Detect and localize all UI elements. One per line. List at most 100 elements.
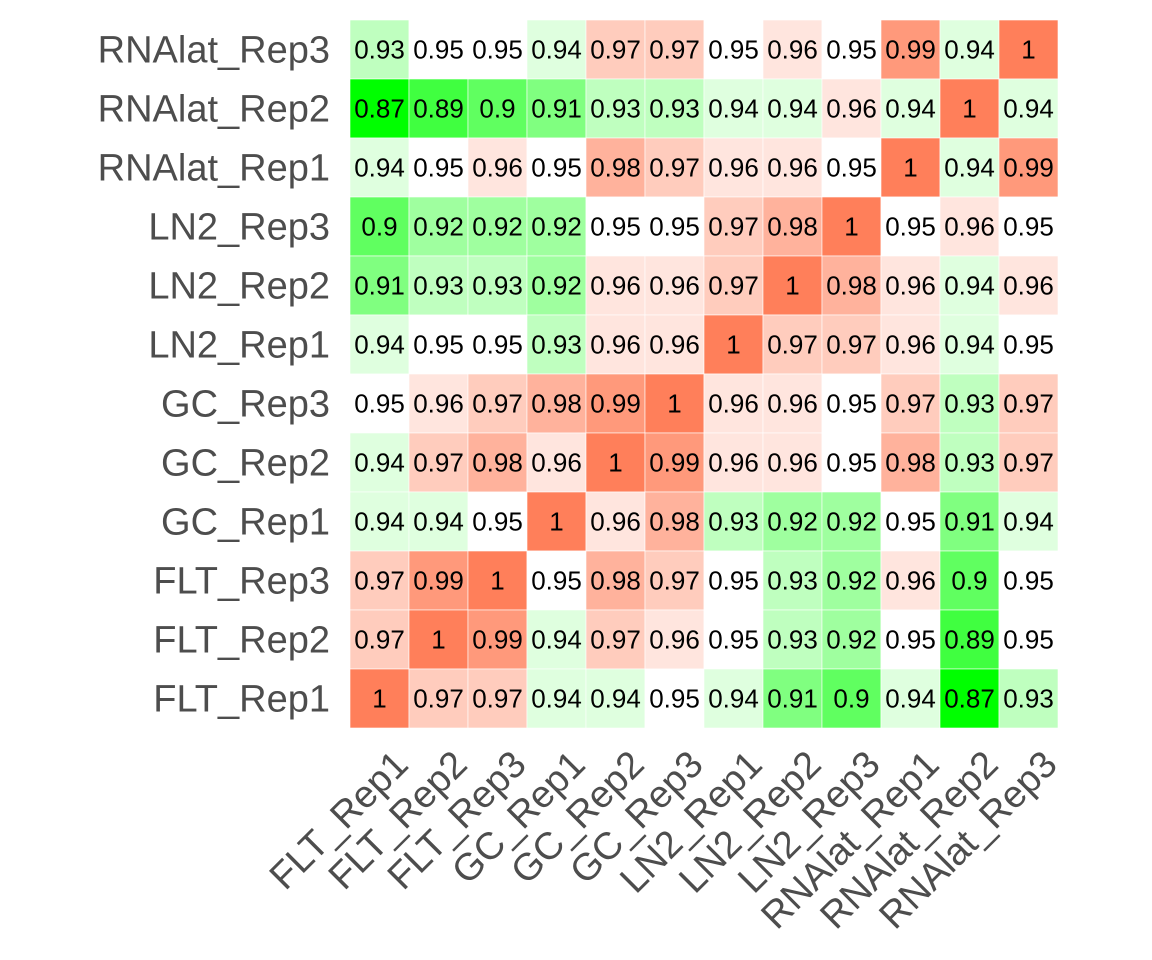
cell-value-label: 0.89 bbox=[413, 94, 464, 124]
heatmap-cell bbox=[585, 609, 646, 670]
cell-value-label: 0.93 bbox=[708, 507, 759, 537]
heatmap-cell bbox=[703, 491, 764, 552]
row-tick-label: GC_Rep2 bbox=[161, 443, 330, 485]
cell-value-label: 0.91 bbox=[944, 507, 995, 537]
cell-value-label: 0.92 bbox=[826, 507, 877, 537]
cell-value-label: 0.97 bbox=[354, 566, 405, 596]
cell-value-label: 0.97 bbox=[354, 625, 405, 655]
cell-value-label: 0.98 bbox=[590, 153, 641, 183]
row-tick-label: LN2_Rep2 bbox=[148, 266, 330, 308]
cell-value-label: 0.96 bbox=[767, 448, 818, 478]
cell-value-label: 0.95 bbox=[708, 566, 759, 596]
cell-value-label: 0.92 bbox=[767, 507, 818, 537]
row-tick-label: LN2_Rep1 bbox=[148, 325, 330, 367]
cell-value-label: 0.94 bbox=[531, 35, 582, 65]
heatmap-cell bbox=[939, 255, 1000, 316]
heatmap-cell bbox=[349, 314, 410, 375]
cell-value-label: 0.92 bbox=[413, 212, 464, 242]
cell-value-label: 0.98 bbox=[885, 448, 936, 478]
cell-value-label: 0.95 bbox=[531, 153, 582, 183]
heatmap-cell bbox=[349, 491, 410, 552]
cell-value-label: 0.95 bbox=[826, 35, 877, 65]
heatmap-cell bbox=[939, 609, 1000, 670]
cell-value-label: 0.97 bbox=[1003, 448, 1054, 478]
cell-value-label: 0.96 bbox=[413, 389, 464, 419]
cell-value-label: 0.98 bbox=[649, 507, 700, 537]
cell-value-label: 0.94 bbox=[885, 94, 936, 124]
heatmap-cell bbox=[408, 373, 469, 434]
cell-value-label: 0.87 bbox=[944, 684, 995, 714]
cell-value-label: 0.98 bbox=[472, 448, 523, 478]
cell-value-label: 0.97 bbox=[767, 330, 818, 360]
cell-value-label: 0.91 bbox=[531, 94, 582, 124]
heatmap-cell bbox=[467, 19, 528, 80]
cell-value-label: 0.95 bbox=[885, 212, 936, 242]
cell-value-label: 0.95 bbox=[885, 625, 936, 655]
cell-value-label: 0.89 bbox=[944, 625, 995, 655]
cell-value-label: 0.94 bbox=[708, 94, 759, 124]
heatmap-cell bbox=[703, 196, 764, 257]
cell-value-label: 1 bbox=[1021, 35, 1035, 65]
cell-value-label: 0.94 bbox=[944, 153, 995, 183]
heatmap-cell bbox=[880, 373, 941, 434]
heatmap-cell bbox=[467, 609, 528, 670]
heatmap-cell bbox=[526, 137, 587, 198]
heatmap-cell bbox=[762, 19, 823, 80]
heatmap-cell bbox=[467, 255, 528, 316]
heatmap-cell bbox=[998, 609, 1059, 670]
heatmap-cell bbox=[821, 78, 882, 139]
heatmap-cell bbox=[585, 137, 646, 198]
cell-value-label: 0.97 bbox=[472, 389, 523, 419]
heatmap-cell bbox=[762, 550, 823, 611]
heatmap-cell bbox=[703, 432, 764, 493]
cell-value-label: 1 bbox=[667, 389, 681, 419]
cell-value-label: 0.92 bbox=[826, 566, 877, 596]
cell-value-label: 0.94 bbox=[590, 684, 641, 714]
heatmap-cell bbox=[762, 432, 823, 493]
cell-value-label: 0.95 bbox=[472, 507, 523, 537]
heatmap-cell bbox=[644, 78, 705, 139]
cell-value-label: 0.96 bbox=[885, 330, 936, 360]
heatmap-cell bbox=[644, 550, 705, 611]
heatmap-cell bbox=[408, 668, 469, 729]
cell-value-label: 0.97 bbox=[413, 684, 464, 714]
cell-value-label: 0.97 bbox=[649, 35, 700, 65]
cell-value-label: 0.95 bbox=[472, 330, 523, 360]
cell-value-label: 0.96 bbox=[767, 389, 818, 419]
heatmap-cell bbox=[408, 255, 469, 316]
cell-value-label: 0.95 bbox=[590, 212, 641, 242]
row-labels: RNAlat_Rep3 RNAlat_Rep2 RNAlat_Rep1 LN2_Rep… bbox=[98, 30, 330, 721]
heatmap-cell bbox=[644, 19, 705, 80]
cell-value-label: 0.96 bbox=[708, 448, 759, 478]
heatmap-cell bbox=[585, 432, 646, 493]
heatmap-cell bbox=[880, 314, 941, 375]
heatmap-cell bbox=[349, 196, 410, 257]
heatmap-cell bbox=[821, 255, 882, 316]
heatmap-cell bbox=[939, 373, 1000, 434]
heatmap-cell bbox=[585, 550, 646, 611]
cell-value-label: 0.92 bbox=[531, 212, 582, 242]
cell-value-label: 0.93 bbox=[590, 94, 641, 124]
heatmap-cell bbox=[762, 491, 823, 552]
cells-layer: 0.93 0.95 0.95 0.94 0.97 0.97 0.95 0.96 0.95 0.99… bbox=[349, 19, 1059, 729]
cell-value-label: 0.94 bbox=[944, 271, 995, 301]
cell-value-label: 0.96 bbox=[944, 212, 995, 242]
row-tick-label: GC_Rep3 bbox=[161, 384, 330, 426]
cell-value-label: 0.96 bbox=[590, 330, 641, 360]
heatmap-cell bbox=[880, 196, 941, 257]
heatmap-cell bbox=[585, 668, 646, 729]
cell-value-label: 0.93 bbox=[472, 271, 523, 301]
cell-value-label: 0.99 bbox=[649, 448, 700, 478]
cell-value-label: 0.94 bbox=[944, 330, 995, 360]
heatmap-cell bbox=[585, 19, 646, 80]
cell-value-label: 0.97 bbox=[590, 625, 641, 655]
cell-value-label: 0.96 bbox=[590, 271, 641, 301]
heatmap-cell bbox=[880, 19, 941, 80]
cell-value-label: 0.96 bbox=[885, 566, 936, 596]
cell-value-label: 0.96 bbox=[708, 153, 759, 183]
cell-value-label: 0.96 bbox=[885, 271, 936, 301]
heatmap-cell bbox=[880, 432, 941, 493]
cell-value-label: 0.93 bbox=[944, 389, 995, 419]
heatmap-cell bbox=[467, 137, 528, 198]
